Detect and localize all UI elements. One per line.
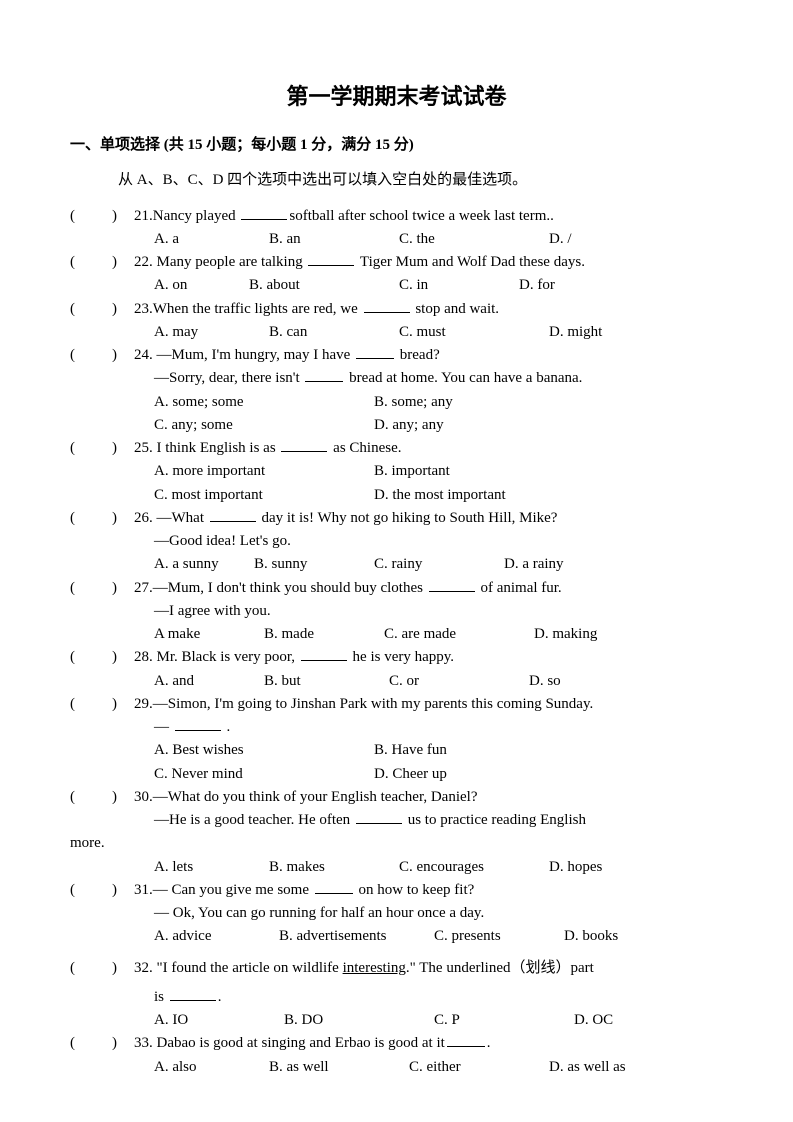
question-row: ( ) 23.When the traffic lights are red, …	[70, 298, 723, 321]
question-row: ( ) 29.—Simon, I'm going to Jinshan Park…	[70, 693, 723, 716]
question-row: ( ) 30.—What do you think of your Englis…	[70, 786, 723, 809]
question-continuation: more.	[70, 832, 723, 855]
options-row: C. most importantD. the most important	[154, 484, 723, 507]
paren-open: (	[70, 205, 112, 228]
question-row: ( ) 31.— Can you give me some on how to …	[70, 879, 723, 902]
paren-close: )	[112, 205, 134, 228]
options-row: A. IOB. DOC. PD. OC	[154, 1009, 723, 1032]
question-subline: — .	[154, 716, 723, 739]
question-subline: — Ok, You can go running for half an hou…	[154, 902, 723, 925]
options-row: A. Best wishesB. Have fun	[154, 739, 723, 762]
options-row: A. letsB. makesC. encouragesD. hopes	[154, 856, 723, 879]
options-row: A. more importantB. important	[154, 460, 723, 483]
options-row: A. alsoB. as wellC. eitherD. as well as	[154, 1056, 723, 1079]
question-row: ( ) 33. Dabao is good at singing and Erb…	[70, 1032, 723, 1055]
question-subline: is .	[154, 986, 723, 1009]
question-row: ( ) 24. —Mum, I'm hungry, may I have bre…	[70, 344, 723, 367]
question-row: ( ) 26. —What day it is! Why not go hiki…	[70, 507, 723, 530]
options-row: A. aB. anC. theD. /	[154, 228, 723, 251]
options-row: A. a sunnyB. sunnyC. rainyD. a rainy	[154, 553, 723, 576]
question-subline: —I agree with you.	[154, 600, 723, 623]
options-row: A. mayB. canC. mustD. might	[154, 321, 723, 344]
question-text: 21.Nancy played softball after school tw…	[134, 205, 723, 228]
question-row: ( ) 21.Nancy played softball after schoo…	[70, 205, 723, 228]
question-subline: —Sorry, dear, there isn't bread at home.…	[154, 367, 723, 390]
options-row: A. onB. aboutC. inD. for	[154, 274, 723, 297]
options-row: A. adviceB. advertisementsC. presentsD. …	[154, 925, 723, 948]
page-title: 第一学期期末考试试卷	[70, 80, 723, 114]
question-row: ( ) 32. "I found the article on wildlife…	[70, 957, 723, 980]
question-row: ( ) 22. Many people are talking Tiger Mu…	[70, 251, 723, 274]
question-row: ( ) 28. Mr. Black is very poor, he is ve…	[70, 646, 723, 669]
options-row: A. andB. butC. orD. so	[154, 670, 723, 693]
options-row: A. some; someB. some; any	[154, 391, 723, 414]
options-row: C. Never mindD. Cheer up	[154, 763, 723, 786]
options-row: C. any; someD. any; any	[154, 414, 723, 437]
options-row: A makeB. madeC. are madeD. making	[154, 623, 723, 646]
question-subline: —He is a good teacher. He often us to pr…	[154, 809, 723, 832]
section-heading: 一、单项选择 (共 15 小题；每小题 1 分，满分 15 分)	[70, 134, 723, 157]
question-row: ( ) 27.—Mum, I don't think you should bu…	[70, 577, 723, 600]
question-subline: —Good idea! Let's go.	[154, 530, 723, 553]
question-row: ( ) 25. I think English is as as Chinese…	[70, 437, 723, 460]
instruction-text: 从 A、B、C、D 四个选项中选出可以填入空白处的最佳选项。	[118, 169, 723, 192]
